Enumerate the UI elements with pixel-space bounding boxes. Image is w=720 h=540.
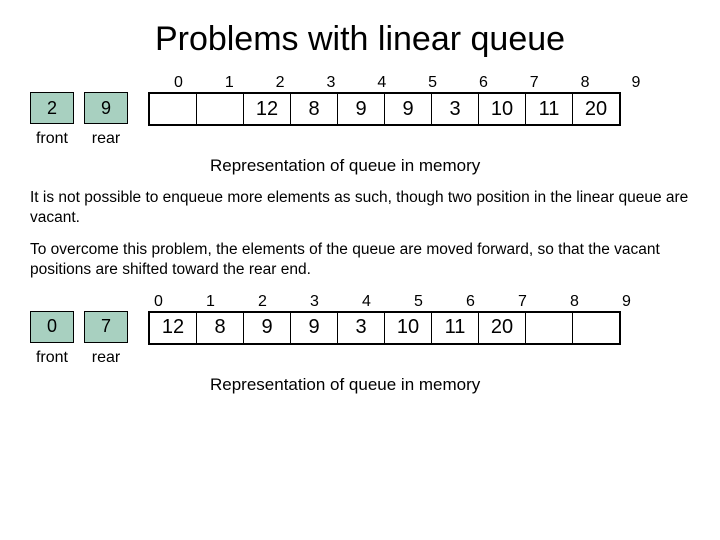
idx: 1: [221, 74, 272, 92]
rear-label: rear: [84, 130, 128, 148]
queue-cell: 10: [385, 313, 432, 343]
queue-cell: 20: [479, 313, 526, 343]
queue-cell: 11: [526, 94, 573, 124]
queue-block-1: 0 1 2 3 4 5 6 7 8 9 2 9 front rear 12 8 …: [30, 74, 690, 148]
idx: 9: [627, 74, 690, 92]
queue-cell: 9: [338, 94, 385, 124]
queue-cell: 20: [573, 94, 619, 124]
front-label: front: [30, 349, 74, 367]
idx: 4: [358, 293, 410, 311]
idx: 6: [475, 74, 526, 92]
paragraph-1: It is not possible to enqueue more eleme…: [30, 188, 690, 228]
queue-cell: 8: [197, 313, 244, 343]
idx: 5: [424, 74, 475, 92]
queue-cell: [573, 313, 619, 343]
queue2-pointers: 0 7 front rear: [30, 311, 128, 367]
queue-cell: [197, 94, 244, 124]
idx: 4: [373, 74, 424, 92]
idx: 2: [254, 293, 306, 311]
idx: 8: [566, 293, 618, 311]
idx: 0: [170, 74, 221, 92]
paragraph-2: To overcome this problem, the elements o…: [30, 240, 690, 280]
idx: 9: [618, 293, 680, 311]
queue2-indices: 0 1 2 3 4 5 6 7 8 9: [150, 293, 690, 311]
idx: 3: [306, 293, 358, 311]
queue2-array: 12 8 9 9 3 10 11 20: [148, 311, 621, 345]
idx: 7: [526, 74, 577, 92]
queue1-pointers: 2 9 front rear: [30, 92, 128, 148]
idx: 0: [150, 293, 202, 311]
idx: 2: [272, 74, 323, 92]
idx: 5: [410, 293, 462, 311]
idx: 6: [462, 293, 514, 311]
queue-cell: 10: [479, 94, 526, 124]
idx: 7: [514, 293, 566, 311]
queue1-caption: Representation of queue in memory: [210, 156, 690, 176]
idx: 1: [202, 293, 254, 311]
queue-cell: 12: [244, 94, 291, 124]
queue-cell: 9: [385, 94, 432, 124]
queue1-array: 12 8 9 9 3 10 11 20: [148, 92, 621, 126]
queue-block-2: 0 1 2 3 4 5 6 7 8 9 0 7 front rear 12 8 …: [30, 293, 690, 367]
queue-cell: 9: [291, 313, 338, 343]
rear-label: rear: [84, 349, 128, 367]
front-value-cell: 0: [30, 311, 74, 343]
page-title: Problems with linear queue: [30, 20, 690, 59]
queue-cell: 3: [432, 94, 479, 124]
idx: 3: [322, 74, 373, 92]
queue-cell: 11: [432, 313, 479, 343]
queue1-indices: 0 1 2 3 4 5 6 7 8 9: [170, 74, 690, 92]
queue-cell: 12: [150, 313, 197, 343]
front-label: front: [30, 130, 74, 148]
queue-cell: [150, 94, 197, 124]
queue-cell: 8: [291, 94, 338, 124]
queue-cell: 9: [244, 313, 291, 343]
queue2-caption: Representation of queue in memory: [210, 375, 690, 395]
rear-value-cell: 7: [84, 311, 128, 343]
queue-cell: [526, 313, 573, 343]
front-value-cell: 2: [30, 92, 74, 124]
rear-value-cell: 9: [84, 92, 128, 124]
queue-cell: 3: [338, 313, 385, 343]
idx: 8: [577, 74, 628, 92]
